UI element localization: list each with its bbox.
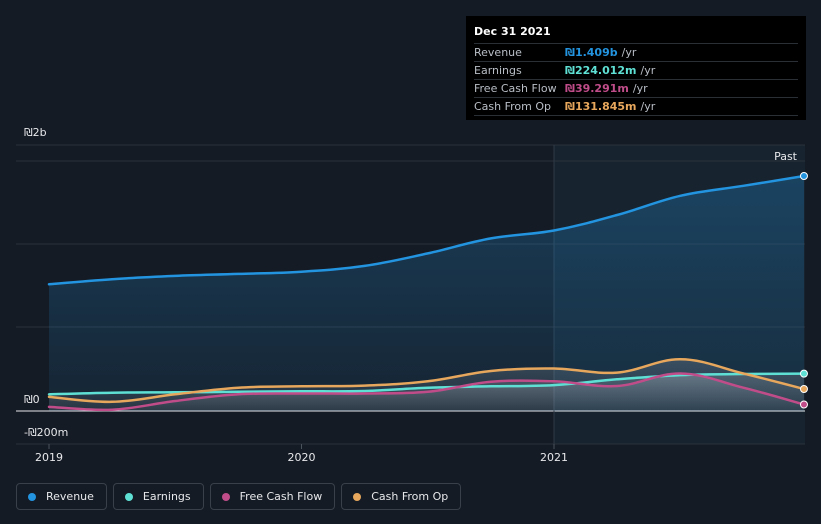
tooltip-unit: /yr: [632, 82, 648, 95]
cash-from-op-end-marker: [799, 384, 808, 393]
y-axis-ticks: ₪2b ₪0 -₪200m: [24, 126, 68, 439]
legend-label: Revenue: [46, 490, 94, 503]
tooltip-unit: /yr: [640, 100, 656, 113]
earnings-dot-icon: [124, 492, 133, 501]
data-tooltip: Dec 31 2021 Revenue ₪1.409b /yr Earnings…: [466, 16, 806, 120]
revenue-line: [47, 174, 806, 286]
x-axis-ticks: 2019 2020 2021: [35, 444, 568, 464]
tooltip-label: Free Cash Flow: [474, 82, 557, 95]
earnings-line: [47, 372, 806, 396]
tooltip-value: ₪1.409b: [565, 46, 618, 59]
past-label: Past: [774, 150, 798, 163]
tooltip-value: ₪224.012m: [565, 64, 637, 77]
revenue-end-marker: [799, 172, 808, 180]
chart-legend: Revenue Earnings Free Cash Flow Cash Fro…: [16, 483, 462, 510]
cash-from-op-line: [47, 358, 806, 404]
legend-label: Cash From Op: [371, 490, 449, 503]
legend-item-cash-from-op[interactable]: Cash From Op: [341, 483, 462, 510]
tooltip-row-cash-from-op: Cash From Op ₪131.845m /yr: [474, 98, 798, 116]
tooltip-unit: /yr: [621, 46, 637, 59]
x-tick-label: 2019: [35, 451, 63, 464]
tooltip-date: Dec 31 2021: [474, 25, 798, 44]
tooltip-row-earnings: Earnings ₪224.012m /yr: [474, 62, 798, 80]
revenue-area: [49, 176, 804, 411]
earnings-end-marker: [799, 369, 808, 378]
y-tick-label: -₪200m: [24, 426, 68, 439]
legend-label: Earnings: [142, 490, 191, 503]
cash-from-op-area: [49, 359, 804, 411]
legend-item-free-cash-flow[interactable]: Free Cash Flow: [209, 483, 336, 510]
tooltip-row-revenue: Revenue ₪1.409b /yr: [474, 44, 798, 62]
legend-label: Free Cash Flow: [239, 490, 323, 503]
tooltip-label: Earnings: [474, 64, 522, 77]
tooltip-unit: /yr: [640, 64, 656, 77]
cash-from-op-dot-icon: [353, 492, 362, 501]
tooltip-value: ₪131.845m: [565, 100, 637, 113]
free-cash-flow-dot-icon: [221, 492, 230, 501]
legend-item-revenue[interactable]: Revenue: [16, 483, 107, 510]
tooltip-row-free-cash-flow: Free Cash Flow ₪39.291m /yr: [474, 80, 798, 98]
tooltip-value: ₪39.291m: [565, 82, 629, 95]
tooltip-label: Revenue: [474, 46, 522, 59]
y-tick-label: ₪2b: [24, 126, 47, 139]
x-tick-label: 2020: [288, 451, 316, 464]
series-end-markers: [799, 172, 808, 409]
y-tick-label: ₪0: [24, 393, 40, 406]
tooltip-label: Cash From Op: [474, 100, 552, 113]
free-cash-flow-end-marker: [799, 400, 808, 409]
free-cash-flow-line: [47, 372, 806, 412]
x-tick-label: 2021: [540, 451, 568, 464]
series-lines: [47, 174, 806, 412]
legend-item-earnings[interactable]: Earnings: [112, 483, 204, 510]
revenue-dot-icon: [28, 492, 36, 501]
